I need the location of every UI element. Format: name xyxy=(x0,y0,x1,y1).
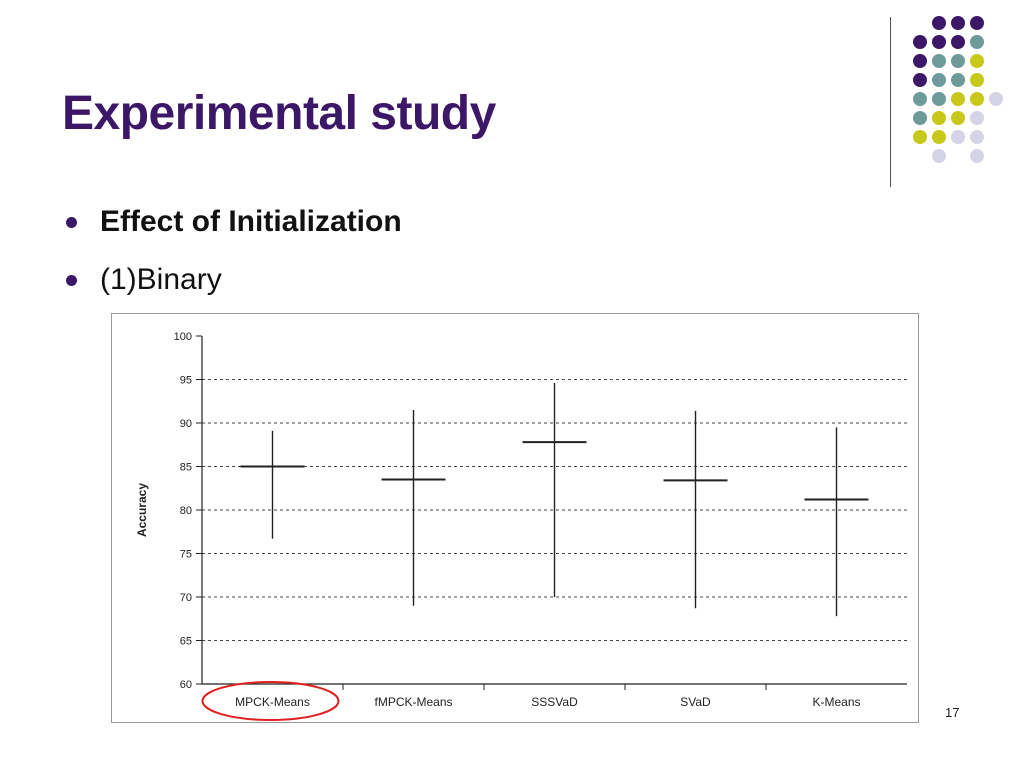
bullet-text: (1)Binary xyxy=(100,263,222,296)
decorative-dot xyxy=(913,54,927,68)
y-tick-label: 70 xyxy=(180,592,192,604)
page-number: 17 xyxy=(945,705,960,720)
y-tick-label: 85 xyxy=(180,462,192,474)
decorative-dot xyxy=(913,73,927,87)
decorative-dot xyxy=(970,16,984,30)
decorative-dot xyxy=(970,35,984,49)
accuracy-chart: 100 95 90 85 80 75 70 65 60 Accuracy MPCK-Means fMP… xyxy=(135,331,907,721)
y-tick-label: 100 xyxy=(174,331,192,343)
decorative-dot xyxy=(913,35,927,49)
highlight-ellipse xyxy=(201,681,340,721)
decorative-dot xyxy=(932,149,946,163)
decorative-dot xyxy=(932,130,946,144)
bullet-list: Effect of Initialization (1)Binary xyxy=(62,200,402,316)
decorative-dot xyxy=(970,92,984,106)
decorative-dot xyxy=(970,73,984,87)
decorative-dot xyxy=(932,92,946,106)
decorative-dot xyxy=(989,92,1003,106)
decorative-dot xyxy=(951,130,965,144)
decorative-dot xyxy=(951,111,965,125)
bullet-item: (1)Binary xyxy=(62,258,402,316)
y-axis-label: Accuracy xyxy=(135,483,149,537)
decorative-dot xyxy=(951,16,965,30)
title-divider-line xyxy=(890,17,891,187)
y-tick-label: 80 xyxy=(180,505,192,517)
decorative-dot xyxy=(951,73,965,87)
decorative-dot xyxy=(932,54,946,68)
decorative-dot xyxy=(970,54,984,68)
decorative-dot xyxy=(951,92,965,106)
x-tick-label: K-Means xyxy=(812,695,860,709)
bullet-dot-icon xyxy=(66,275,77,286)
x-tick-label: MPCK-Means xyxy=(235,695,310,709)
x-tick-label: SSSVaD xyxy=(531,695,578,709)
decorative-dot xyxy=(932,35,946,49)
y-tick-label: 90 xyxy=(180,418,192,430)
decorative-dot xyxy=(932,73,946,87)
bullet-dot-icon xyxy=(66,217,77,228)
bullet-item: Effect of Initialization xyxy=(62,200,402,258)
bullet-text: Effect of Initialization xyxy=(100,205,402,238)
decorative-dot xyxy=(951,35,965,49)
decorative-dot xyxy=(951,54,965,68)
decorative-dot xyxy=(913,130,927,144)
chart-frame: 100 95 90 85 80 75 70 65 60 Accuracy MPCK-Means fMP… xyxy=(111,313,919,723)
x-tick-label: SVaD xyxy=(680,695,711,709)
decorative-dot xyxy=(932,16,946,30)
y-tick-label: 65 xyxy=(180,636,192,648)
decorative-dot xyxy=(970,149,984,163)
decorative-dot xyxy=(913,92,927,106)
decorative-dot-grid xyxy=(913,16,1003,163)
y-tick-label: 75 xyxy=(180,549,192,561)
decorative-dot xyxy=(970,111,984,125)
decorative-dot xyxy=(913,111,927,125)
x-tick-label: fMPCK-Means xyxy=(374,695,452,709)
decorative-dot xyxy=(932,111,946,125)
slide-title: Experimental study xyxy=(62,87,496,140)
y-tick-label: 95 xyxy=(180,375,192,387)
decorative-dot xyxy=(970,130,984,144)
y-tick-label: 60 xyxy=(180,679,192,691)
